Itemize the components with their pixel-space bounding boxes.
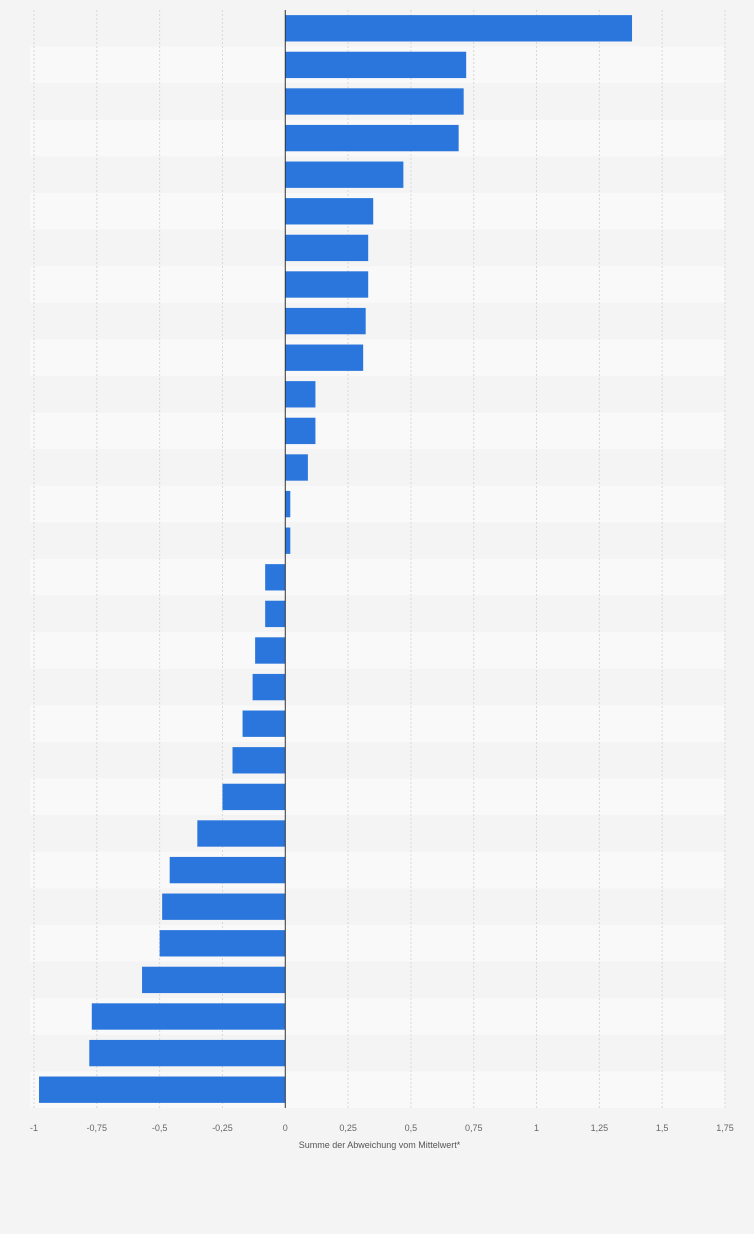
bar[interactable]: [285, 344, 364, 371]
bar[interactable]: [159, 930, 286, 957]
row-band: [30, 851, 725, 889]
x-tick-label: 0: [283, 1123, 288, 1133]
x-tick-label: -0,75: [87, 1123, 108, 1133]
gridlines: [33, 10, 726, 1108]
row-band: [30, 632, 725, 669]
row-band: [30, 778, 725, 816]
bar[interactable]: [285, 15, 633, 42]
row-band: [30, 412, 725, 450]
bar[interactable]: [285, 234, 369, 262]
bar[interactable]: [285, 490, 291, 518]
bar[interactable]: [285, 454, 308, 481]
bar[interactable]: [222, 783, 286, 811]
bar[interactable]: [285, 381, 316, 408]
x-tick-labels: -1 -0,75 -0,5 -0,25 0 0,25 0,5 0,75 1 1,25 1,5 1,75: [30, 1123, 734, 1133]
x-tick-label: 1,5: [656, 1123, 669, 1133]
x-tick-label: 0,5: [405, 1123, 418, 1133]
bar[interactable]: [285, 417, 316, 445]
row-band: [30, 668, 725, 706]
bar[interactable]: [285, 51, 467, 79]
row-band: [30, 705, 725, 742]
row-band: [30, 961, 725, 999]
bar[interactable]: [285, 124, 459, 152]
x-tick-label: 1,75: [716, 1123, 734, 1133]
bar[interactable]: [142, 966, 286, 994]
bar[interactable]: [285, 307, 366, 335]
row-band: [30, 522, 725, 559]
bar[interactable]: [285, 271, 369, 298]
row-band: [30, 815, 725, 852]
bar[interactable]: [285, 88, 464, 115]
row-band: [30, 485, 725, 523]
x-tick-label: 0,25: [339, 1123, 357, 1133]
row-band: [30, 376, 725, 413]
bar[interactable]: [285, 527, 291, 554]
bar[interactable]: [162, 893, 286, 920]
bar[interactable]: [242, 710, 286, 737]
x-tick-label: 0,75: [465, 1123, 483, 1133]
x-tick-label: -0,5: [152, 1123, 168, 1133]
row-band: [30, 449, 725, 486]
x-axis-label: Summe der Abweichung vom Mittelwert*: [299, 1140, 461, 1150]
bar[interactable]: [252, 673, 286, 701]
row-band: [30, 595, 725, 633]
row-band: [30, 193, 725, 230]
bar[interactable]: [39, 1076, 286, 1103]
row-band: [30, 266, 725, 303]
bar[interactable]: [89, 1039, 286, 1067]
bar[interactable]: [265, 600, 286, 628]
bar[interactable]: [169, 856, 286, 884]
row-band: [30, 339, 725, 376]
bar[interactable]: [91, 1003, 286, 1030]
bar[interactable]: [255, 637, 286, 664]
bar[interactable]: [285, 161, 404, 188]
x-tick-label: 1: [534, 1123, 539, 1133]
bars: [39, 15, 633, 1103]
row-band: [30, 925, 725, 962]
bar[interactable]: [285, 198, 374, 225]
bar[interactable]: [232, 747, 286, 774]
row-band: [30, 302, 725, 340]
row-band: [30, 888, 725, 925]
bar[interactable]: [197, 820, 286, 847]
row-band: [30, 229, 725, 267]
row-band: [30, 742, 725, 779]
x-tick-label: -1: [30, 1123, 38, 1133]
bar[interactable]: [265, 564, 286, 591]
row-band: [30, 559, 725, 596]
x-tick-label: -0,25: [212, 1123, 233, 1133]
x-tick-label: 1,25: [591, 1123, 609, 1133]
